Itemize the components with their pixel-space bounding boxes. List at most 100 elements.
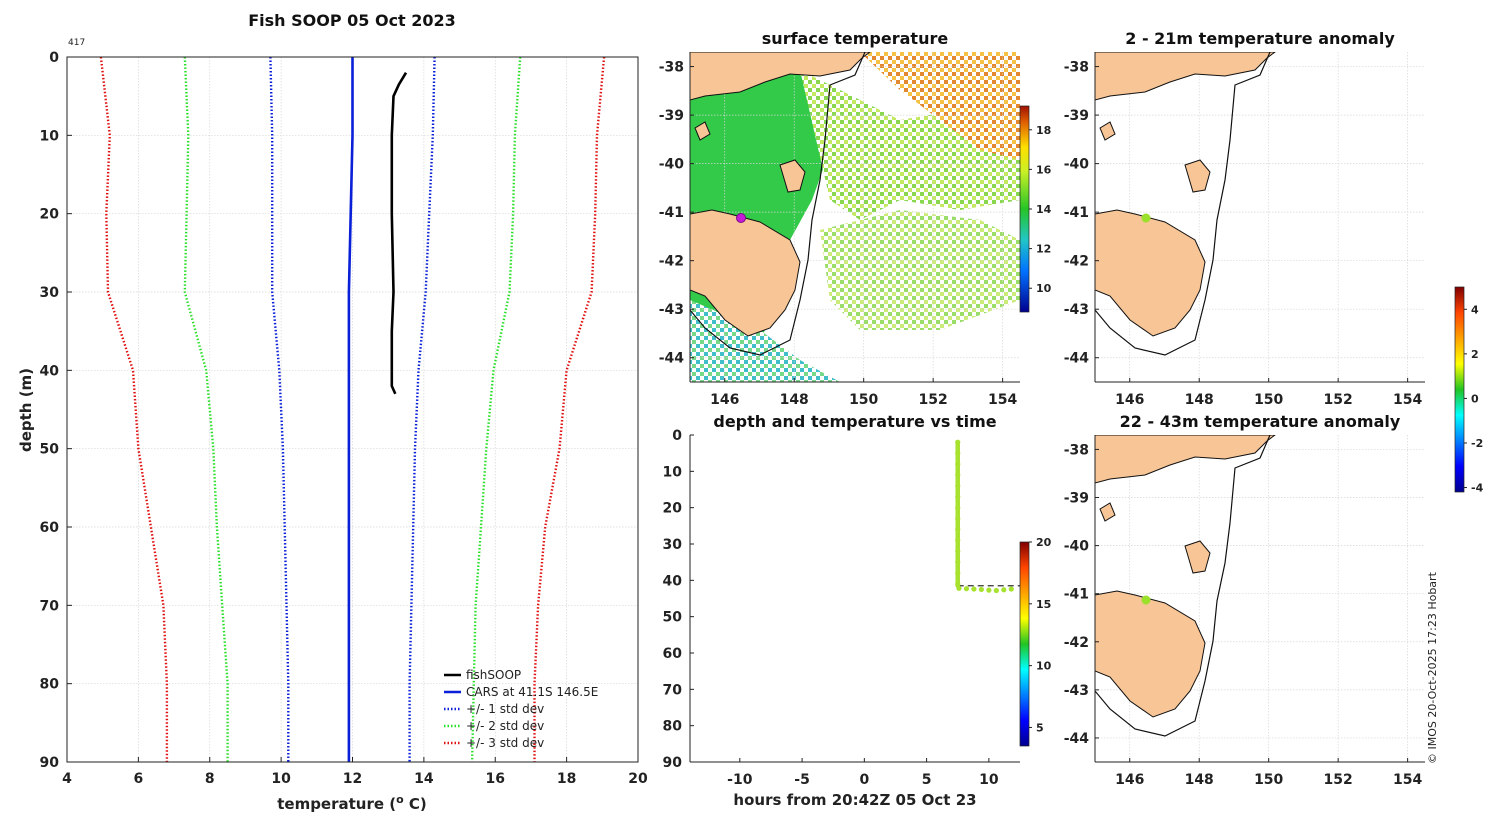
legend-label-1std: +/- 1 std dev [466,702,544,716]
y-tick-label: 20 [663,501,683,517]
king-island [694,121,711,141]
depth-time-panel: depth and temperature vs time -10 -5 0 5 10 … [663,412,1052,809]
depth-time-point [956,585,962,591]
x-tick-label: 10 [979,772,999,788]
x-tick-label: 6 [134,771,144,787]
y-tick-label: -39 [1064,108,1089,124]
colorbar-tick-label: 12 [1036,243,1051,256]
anomaly-upper-y-ticks: -38 -39 -40 -41 -42 -43 -44 [1064,60,1099,367]
y-tick-label: 90 [663,755,683,771]
series-line [183,56,229,762]
x-tick-label: 150 [1254,772,1283,788]
x-tick-label: 20 [628,771,648,787]
x-tick-label: 148 [780,392,809,408]
y-tick-label: -39 [659,108,684,124]
anomaly-lower-x-ticks: 146 148 150 152 154 [1094,435,1425,788]
profile-legend: fishSOOP CARS at 41.1S 146.5E +/- 1 std … [444,668,598,750]
sst-offshore-water [820,210,1020,330]
colorbar-tick-label: 4 [1471,303,1479,316]
series-line [99,56,169,762]
y-tick-label: -42 [1064,254,1089,270]
y-tick-label: 70 [663,682,683,698]
x-tick-label: 146 [1115,772,1144,788]
colorbar-tick-label: 16 [1036,163,1052,176]
colorbar-tick-label: 18 [1036,124,1051,137]
profile-xlabel: temperature (o C) [277,793,427,813]
sst-shelf-contour [690,52,866,356]
depth-time-point [993,587,999,594]
depth-time-point [955,494,961,500]
depth-time-point [955,439,961,445]
sst-y-ticks: -38 -39 -40 -41 -42 -43 -44 [659,60,694,367]
tasmania [690,209,801,337]
x-tick-label: 0 [859,772,869,788]
colorbar-tick-label: -2 [1471,437,1483,450]
colorbar-tick-label: 2 [1471,348,1479,361]
depth-time-point [978,586,984,593]
flinders-island [779,159,806,193]
y-tick-label: 40 [40,363,60,379]
y-tick-label: -43 [1064,683,1089,699]
y-tick-label: -38 [1064,442,1089,458]
sst-x-ticks: 146 148 150 152 154 [689,52,1020,408]
y-tick-label: 80 [663,719,683,735]
profile-series [99,56,606,763]
anomaly-lower-marker [1141,595,1151,605]
depth-time-title: depth and temperature vs time [713,412,996,431]
x-tick-label: -10 [727,772,753,788]
anomaly-upper-panel: 2 - 21m temperature anomaly 146 148 150 152… [1064,29,1425,408]
colorbar-tick-label: 10 [1036,660,1052,673]
x-tick-label: 154 [1393,772,1422,788]
x-tick-label: 154 [988,392,1017,408]
anomaly-upper-map [1095,52,1425,382]
x-tick-label: 154 [1393,392,1422,408]
x-tick-label: 146 [1115,392,1144,408]
x-tick-label: 5 [922,772,932,788]
king-island [1099,121,1116,141]
y-tick-label: 70 [40,598,60,614]
y-tick-label: -42 [1064,635,1089,651]
anomaly-upper-shelf-contour [1095,52,1271,356]
sst-title: surface temperature [762,29,949,48]
x-tick-label: 18 [557,771,576,787]
anomaly-lower-shelf-contour [1095,435,1271,737]
depth-time-point [955,450,961,456]
y-tick-label: -41 [1064,205,1089,221]
sst-colorbar [1019,105,1030,313]
depth-time-point [955,559,961,565]
colorbar-tick-label: 15 [1036,598,1051,611]
y-tick-label: -44 [1064,731,1090,747]
flinders-island [1184,159,1211,193]
sst-field [690,52,1020,382]
profile-note: 417 [68,38,85,48]
copyright-text: © IMOS 20-Oct-2025 17:23 Hobart [1426,571,1439,764]
y-tick-label: -43 [659,302,684,318]
colorbar-tick-label: 5 [1036,721,1044,734]
y-tick-label: 0 [672,428,682,444]
mainland-victoria [1095,435,1276,484]
y-tick-label: 90 [40,755,60,771]
x-tick-label: 148 [1185,772,1214,788]
profile-y-ticks: 0 10 20 30 40 50 60 70 80 90 [40,50,72,771]
x-tick-label: 150 [849,392,878,408]
series-line [470,56,522,763]
anomaly-upper-marker [1141,213,1151,223]
series-line [347,57,354,762]
y-tick-label: 20 [40,207,60,223]
mainland-victoria [690,52,871,101]
depth-time-point [986,587,992,593]
x-tick-label: 8 [205,771,215,787]
x-tick-label: 146 [710,392,739,408]
depth-time-point [955,548,961,554]
anomaly-lower-panel: 22 - 43m temperature anomaly 146 148 150 15… [1064,412,1425,788]
colorbar-tick-label: 20 [1036,536,1052,549]
anomaly-upper-x-ticks: 146 148 150 152 154 [1094,52,1425,408]
depth-time-point [955,526,961,533]
depth-time-point [1001,587,1007,593]
x-tick-label: -5 [794,772,810,788]
y-tick-label: -38 [659,60,684,76]
depth-time-colorbar [1019,541,1030,747]
depth-time-point [955,483,961,489]
mainland-victoria [1095,52,1276,101]
